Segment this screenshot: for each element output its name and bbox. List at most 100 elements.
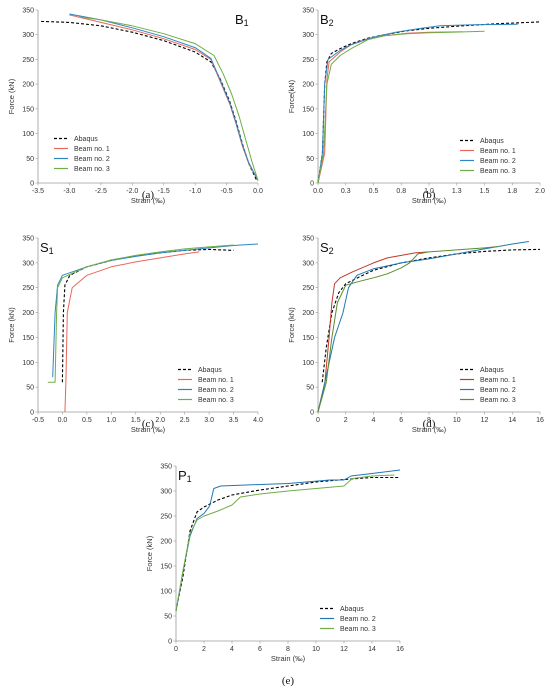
x-tick-label: 1.0: [424, 188, 434, 195]
panel-caption: (a): [142, 189, 155, 201]
legend-entry: Abaqus: [74, 136, 98, 143]
legend-entry: Beam no. 3: [340, 626, 376, 633]
chart-panel-5: 0 2 4 6 8 10 12 14 16 0 50 100 150 200 250 300 350 Strain…: [145, 464, 404, 688]
y-tick-label: 50: [26, 385, 34, 392]
x-tick-label: 3.0: [204, 417, 214, 424]
series-line-beam-no-2: [317, 241, 529, 413]
x-tick-label: 2: [202, 646, 206, 653]
series-line-beam-no-2: [69, 13, 259, 181]
legend-entry: Beam no. 2: [480, 158, 516, 165]
x-tick-label: 0: [316, 417, 320, 424]
y-tick-label: 100: [22, 131, 34, 138]
x-tick-label: 8: [427, 417, 431, 424]
panel-label: B2: [320, 12, 334, 28]
x-axis-label: Strain (‰): [412, 196, 447, 205]
x-tick-label: 4: [230, 646, 234, 653]
x-tick-label: 2.0: [155, 417, 165, 424]
x-tick-label: -2.0: [126, 188, 138, 195]
x-tick-label: 16: [396, 646, 404, 653]
x-axis-label: Strain (‰): [412, 425, 447, 434]
panel-label: S1: [40, 240, 54, 256]
y-tick-label: 0: [168, 639, 172, 646]
y-tick-label: 350: [302, 236, 314, 243]
y-tick-label: 300: [22, 260, 34, 267]
panel-caption: (d): [423, 418, 436, 430]
series-line-beam-no-1: [64, 251, 200, 413]
x-axis-label: Strain (‰): [131, 425, 166, 434]
x-tick-label: 6: [399, 417, 403, 424]
series-line-beam-no-2: [52, 243, 259, 378]
legend-entry: Abaqus: [198, 367, 222, 374]
series-line-beam-no-2: [175, 469, 401, 612]
x-tick-label: 4: [372, 417, 376, 424]
legend-entry: Abaqus: [480, 367, 504, 374]
y-tick-label: 250: [302, 285, 314, 292]
legend-entry: Beam no. 3: [74, 166, 110, 173]
legend-entry: Beam no. 2: [340, 616, 376, 623]
x-tick-label: -1.5: [158, 188, 170, 195]
y-tick-label: 250: [302, 57, 314, 64]
y-tick-label: 50: [26, 156, 34, 163]
x-tick-label: -2.5: [95, 188, 107, 195]
legend-entry: Abaqus: [340, 606, 364, 613]
x-tick-label: 0.0: [253, 188, 263, 195]
y-tick-label: 350: [160, 464, 172, 471]
x-tick-label: -1.0: [189, 188, 201, 195]
y-tick-label: 50: [306, 156, 314, 163]
series-line-abaqus: [41, 20, 258, 181]
series-line-beam-no-1: [317, 31, 463, 184]
y-tick-label: 250: [22, 57, 34, 64]
y-tick-label: 300: [22, 32, 34, 39]
legend-entry: Beam no. 1: [198, 377, 234, 384]
x-tick-label: 0.0: [58, 417, 68, 424]
y-tick-label: 150: [22, 106, 34, 113]
series-line-beam-no-2: [317, 23, 518, 184]
y-tick-label: 150: [160, 564, 172, 571]
x-tick-label: 4.0: [253, 417, 263, 424]
x-tick-label: 1.3: [452, 188, 462, 195]
chart-panel-3: -0.5 0.0 0.5 1.0 1.5 2.0 2.5 3.0 3.5 4.0 0 50 100 150…: [7, 236, 263, 435]
x-tick-label: -0.5: [221, 188, 233, 195]
y-tick-label: 0: [30, 181, 34, 188]
chart-panel-2: 0.0 0.3 0.5 0.8 1.0 1.3 1.5 1.8 2.0 0 50 100 150 200 2…: [287, 8, 545, 206]
series-line-abaqus: [321, 248, 541, 383]
x-tick-label: 1.8: [507, 188, 517, 195]
y-tick-label: 200: [302, 310, 314, 317]
x-tick-label: 16: [536, 417, 544, 424]
x-tick-label: 0.3: [341, 188, 351, 195]
y-axis-label: Force (kN): [145, 535, 154, 571]
y-tick-label: 100: [302, 360, 314, 367]
y-tick-label: 250: [160, 514, 172, 521]
y-axis-label: Force (kN): [7, 307, 16, 343]
series-line-beam-no-3: [78, 16, 259, 181]
panel-label: S2: [320, 240, 334, 256]
x-tick-label: 12: [481, 417, 489, 424]
x-axis-label: Strain (‰): [131, 196, 166, 205]
chart-panel-4: 0 2 4 6 8 10 12 14 16 0 50 100 150 200 250 300 350 Strain…: [287, 236, 544, 435]
panel-caption: (e): [282, 675, 295, 687]
panel-caption: (c): [142, 418, 155, 430]
y-tick-label: 200: [302, 82, 314, 89]
y-tick-label: 200: [22, 82, 34, 89]
legend-entry: Beam no. 2: [74, 156, 110, 163]
legend-entry: Beam no. 3: [480, 168, 516, 175]
x-tick-label: 8: [286, 646, 290, 653]
chart-panel-1: -3.5 -3.0 -2.5 -2.0 -1.5 -1.0 -0.5 0.0 0 50 100 150…: [7, 8, 263, 206]
y-axis-label: Force (kN): [7, 78, 16, 114]
y-axis-label: Force(kN): [287, 79, 296, 113]
series-line-beam-no-3: [317, 246, 499, 413]
y-tick-label: 100: [160, 589, 172, 596]
y-tick-label: 350: [22, 8, 34, 15]
x-tick-label: 1.5: [131, 417, 141, 424]
y-tick-label: 200: [22, 310, 34, 317]
y-tick-label: 300: [302, 260, 314, 267]
y-tick-label: 50: [306, 385, 314, 392]
x-tick-label: 1.5: [480, 188, 490, 195]
x-tick-label: 3.5: [229, 417, 239, 424]
x-tick-label: 6: [258, 646, 262, 653]
y-tick-label: 350: [302, 8, 314, 15]
y-axis-label: Force (kN): [287, 307, 296, 343]
legend-entry: Beam no. 2: [480, 387, 516, 394]
series-line-beam-no-3: [175, 474, 395, 612]
